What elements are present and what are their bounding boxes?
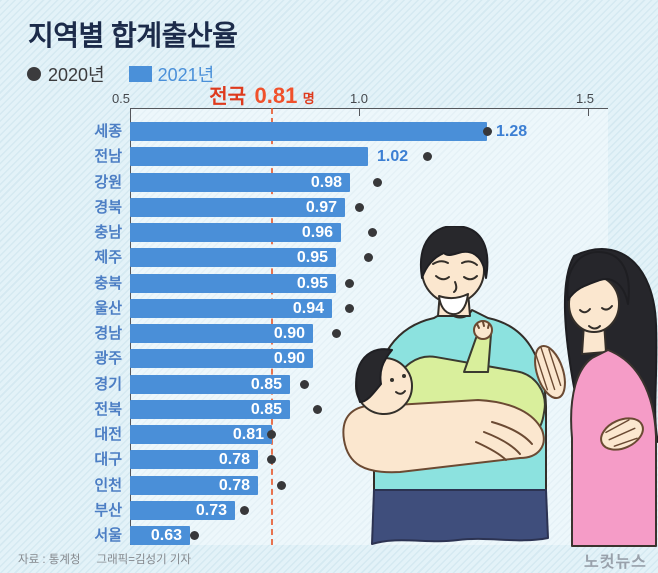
row-category-label: 부산 [94,501,122,519]
annotation-prefix: 전국 [209,86,247,108]
bar-2021 [130,475,258,495]
bar-value-label: 1.02 [377,148,409,166]
bar-value-label: 0.98 [310,173,342,191]
row-category-label: 경북 [94,198,122,216]
bar-2021 [130,197,345,217]
row-category-label: 전남 [94,148,122,166]
bar-value-label: 0.97 [305,198,337,216]
bar-value-label: 0.73 [195,501,227,519]
footer-source: 자료 : 통계청 [18,554,81,566]
bar-value-label: 0.90 [273,325,305,342]
bar-2021 [130,324,313,343]
dot-2020 [267,455,277,465]
bar-2021 [130,526,190,545]
x-axis-tick-1.0 [359,109,360,116]
annotation-value: 0.81 [254,83,298,108]
bar-2021 [130,273,336,293]
bar-value-label: 0.85 [250,400,282,418]
row-category-label: 울산 [94,299,122,317]
national-average-annotation: 전국 0.81 명 [187,80,337,109]
dot-2020 [423,152,433,162]
row-category-label: 인천 [94,476,122,494]
row-category-label: 충남 [94,224,122,241]
bar-2021 [130,374,290,394]
bar-2021 [130,425,272,444]
dot-2020 [276,480,286,490]
x-axis-tick-1.5 [588,109,589,116]
annotation-unit: 명 [302,91,315,106]
legend-2020-dot-icon [27,67,41,81]
row-category-label: 경기 [94,375,122,393]
dot-2020 [299,379,309,389]
row-category-label: 충북 [94,274,122,292]
row-category-label: 대구 [94,451,122,469]
row-category-label: 강원 [94,173,122,191]
legend-2020-label: 2020년 [48,65,105,85]
bar-2021 [130,500,235,520]
row-category-label: 광주 [94,350,122,368]
bar-2021 [130,172,350,192]
dot-2020 [354,202,364,212]
dot-2020 [372,177,382,187]
bar-value-label: 1.28 [496,123,528,140]
bar-2021 [130,248,336,268]
dot-2020 [189,531,199,540]
bar-2021 [130,147,368,167]
x-axis-label-0.5: 0.5 [111,91,131,106]
bar-2021 [130,223,341,242]
dot-2020 [313,404,323,414]
bar-2021 [130,298,332,318]
x-axis-label-1.5: 1.5 [575,91,595,106]
bar-value-label: 0.95 [296,274,328,292]
bar-value-label: 0.90 [273,350,305,368]
x-axis-label-1.0: 1.0 [349,91,369,106]
bar-value-label: 0.96 [301,224,333,241]
footer: 자료 : 통계청 그래픽=김성기 기자 [18,551,191,567]
bar-2021 [130,399,290,419]
row-category-label: 서울 [94,527,122,544]
row-category-label: 전북 [94,400,122,418]
legend-2021-label: 2021년 [157,65,215,85]
legend: 2020년 2021년 [27,61,214,87]
nocut-news-logo: 노컷뉴스 [584,554,647,571]
dot-2020 [345,278,355,288]
dot-2020 [363,253,373,263]
bar-2021 [130,450,258,470]
page-title: 지역별 합계출산율 [28,20,238,51]
dot-2020 [267,430,277,439]
bar-value-label: 0.78 [218,476,250,494]
bar-value-label: 0.78 [218,451,250,469]
row-category-label: 경남 [94,325,122,342]
bar-2021 [130,122,487,141]
bar-value-label: 0.63 [150,527,182,544]
family-illustration [342,226,658,547]
bar-value-label: 0.81 [232,426,264,443]
dot-2020 [331,329,341,338]
dot-2020 [240,505,249,515]
x-axis-line [130,108,608,109]
dot-2020 [482,127,492,136]
row-category-label: 세종 [94,123,122,140]
legend-2021-swatch-icon [128,66,152,82]
dot-2020 [368,228,378,237]
row-category-label: 제주 [94,249,122,267]
row-category-label: 대전 [94,426,122,443]
footer-credit: 그래픽=김성기 기자 [96,554,192,566]
bar-2021 [130,349,313,369]
dot-2020 [345,303,355,313]
bar-value-label: 0.95 [296,249,328,267]
bar-value-label: 0.94 [292,299,324,317]
bar-value-label: 0.85 [250,375,282,393]
